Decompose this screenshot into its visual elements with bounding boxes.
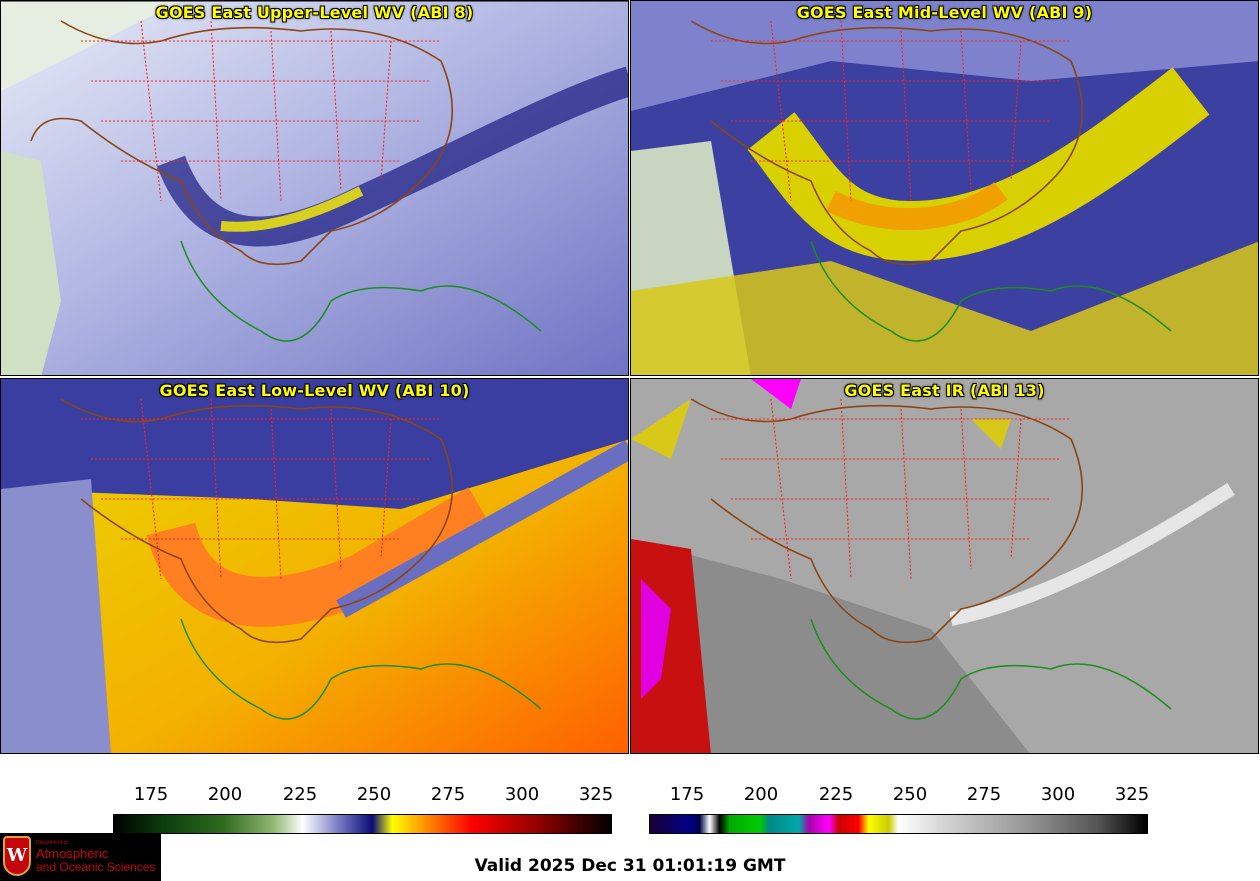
colorbar-tick: 175 [669, 784, 705, 805]
aos-logo: W Department of Atmospheric and Oceanic … [0, 833, 161, 881]
state-boundaries [81, 20, 441, 202]
colorbar-tick: 200 [207, 784, 243, 805]
colorbar-tick: 325 [1114, 784, 1150, 805]
ir-colorbar-gradient [649, 814, 1148, 834]
mid-level-wv-panel: GOES East Mid-Level WV (ABI 9) [630, 0, 1259, 376]
wv-colorbar-gradient [113, 814, 612, 834]
uw-crest-icon: W [3, 836, 31, 876]
logo-line1: Atmospheric [36, 846, 109, 861]
colorbar-tick: 225 [282, 784, 318, 805]
low-level-wv-image [1, 379, 628, 753]
upper-level-wv-panel: GOES East Upper-Level WV (ABI 8) [0, 0, 629, 376]
low-level-wv-panel: GOES East Low-Level WV (ABI 10) [0, 378, 629, 754]
colorbar-tick: 250 [892, 784, 928, 805]
colorbar-tick: 275 [430, 784, 466, 805]
ir-colorbar: 175 200 225 250 275 300 325 [649, 784, 1150, 836]
colorbar-tick: 325 [578, 784, 614, 805]
colorbar-tick: 225 [818, 784, 854, 805]
panel-title: GOES East Mid-Level WV (ABI 9) [796, 3, 1093, 22]
panel-title: GOES East IR (ABI 13) [844, 381, 1045, 400]
logo-dept: Department of [36, 840, 68, 846]
colorbar-tick: 300 [504, 784, 540, 805]
panel-title: GOES East Low-Level WV (ABI 10) [159, 381, 470, 400]
upper-level-wv-image [1, 1, 628, 375]
colorbar-tick: 250 [356, 784, 392, 805]
colorbar-tick: 300 [1040, 784, 1076, 805]
logo-line2: and Oceanic Sciences [36, 860, 156, 874]
mid-level-wv-image [631, 1, 1258, 375]
infrared-image [631, 379, 1258, 753]
panel-title: GOES East Upper-Level WV (ABI 8) [155, 3, 474, 22]
colorbar-tick: 275 [966, 784, 1002, 805]
infrared-panel: GOES East IR (ABI 13) [630, 378, 1259, 754]
valid-time: Valid 2025 Dec 31 01:01:19 GMT [474, 856, 786, 876]
colorbar-tick: 175 [133, 784, 169, 805]
wv-colorbar: 175 200 225 250 275 300 325 [113, 784, 614, 836]
colorbar-tick: 200 [743, 784, 779, 805]
